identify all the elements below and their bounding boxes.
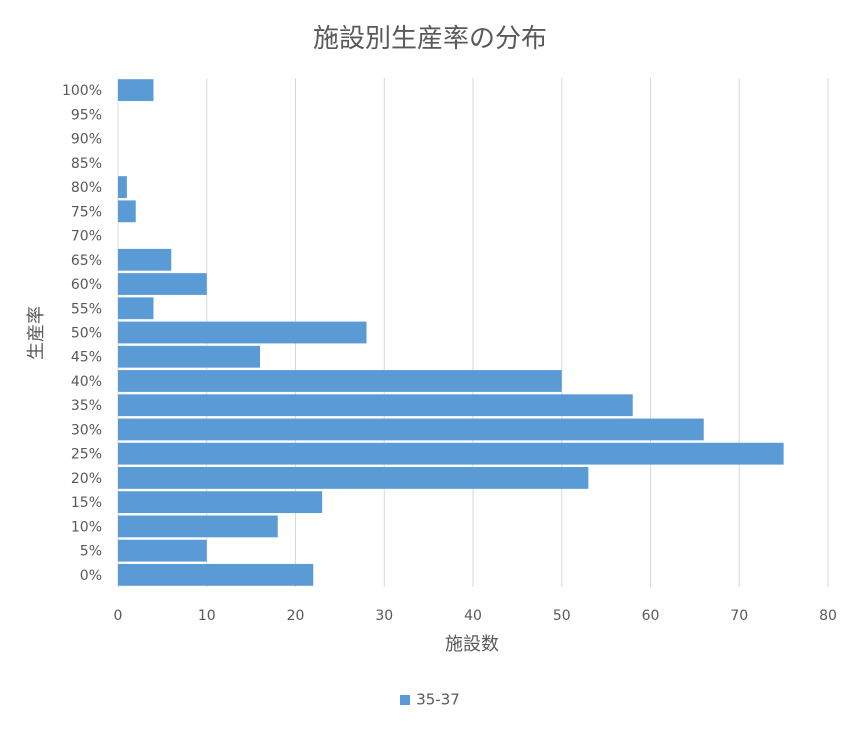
x-tick-label: 30 [375,608,393,624]
bar [118,297,154,320]
legend: 35-37 [0,690,860,709]
x-tick-label: 0 [114,608,123,624]
x-tick-label: 40 [464,608,482,624]
y-tick-label: 95% [71,107,102,123]
y-tick-label: 55% [71,301,102,317]
bar [118,418,704,441]
bar [118,467,589,489]
bar [118,370,562,392]
y-tick-label: 90% [71,132,102,148]
bar [118,345,260,368]
chart-title: 施設別生産率の分布 [312,24,547,54]
y-tick-label: 0% [80,568,102,584]
bar [118,539,207,562]
y-tick-label: 75% [71,204,102,220]
y-tick-label: 70% [71,229,102,245]
y-tick-label: 25% [71,447,102,463]
y-tick-label: 80% [71,180,102,196]
bar [118,200,136,223]
y-tick-label: 35% [71,398,102,414]
y-tick-label: 10% [71,519,102,535]
bar [118,515,278,538]
y-tick-label: 100% [62,83,102,99]
x-tick-label: 80 [819,608,837,624]
x-tick-labels: 0 10 20 30 40 50 60 70 80 [114,608,837,624]
y-tick-label: 60% [71,277,102,293]
bar [118,321,367,344]
y-tick-label: 65% [71,253,102,269]
legend-swatch [400,694,411,705]
bar [118,442,784,465]
y-tick-label: 5% [80,544,102,560]
legend-label: 35-37 [416,690,460,709]
bar [118,248,172,271]
bar [118,79,154,102]
y-tick-label: 45% [71,350,102,366]
bars [118,79,784,586]
y-axis-title: 生産率 [26,306,47,360]
y-tick-label: 85% [71,156,102,172]
x-tick-label: 60 [642,608,660,624]
x-tick-label: 10 [198,608,216,624]
bar [118,563,314,586]
bar [118,491,323,514]
y-tick-labels: 0% 5% 10% 15% 20% 25% 30% 35% 40% 45% 50% 55% 60% 65%… [62,83,102,584]
y-tick-label: 50% [71,326,102,342]
x-tick-label: 50 [553,608,571,624]
x-tick-label: 70 [730,608,748,624]
bar [118,394,633,417]
x-tick-label: 20 [287,608,305,624]
y-tick-label: 30% [71,422,102,438]
x-axis-title: 施設数 [445,634,499,655]
y-tick-label: 40% [71,374,102,390]
bar [118,176,127,198]
bar [118,273,207,295]
y-tick-label: 20% [71,471,102,487]
y-tick-label: 15% [71,495,102,511]
